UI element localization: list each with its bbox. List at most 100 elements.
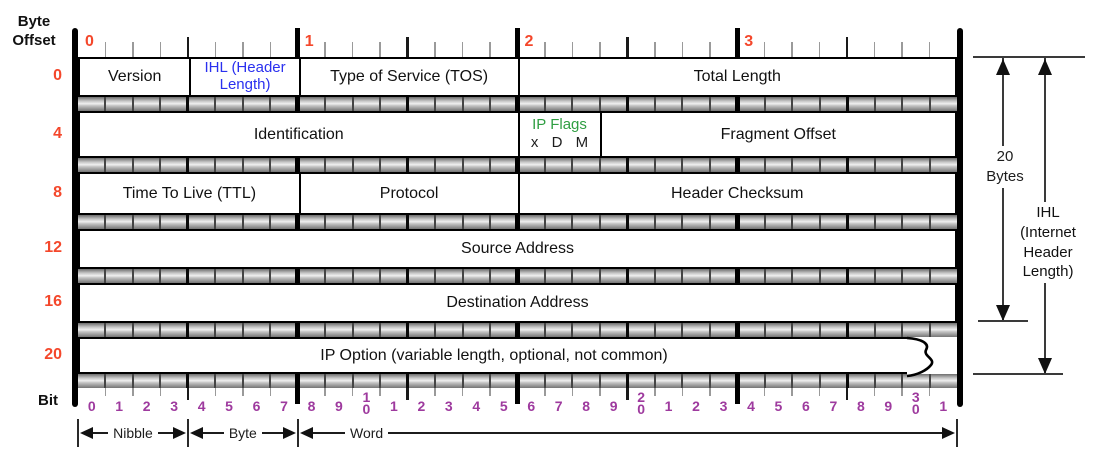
strip-bit-divider bbox=[873, 323, 876, 337]
field-cell: Fragment Offset bbox=[599, 113, 955, 156]
strip-bit-divider bbox=[241, 374, 244, 388]
strip-bit-divider bbox=[214, 269, 217, 283]
field-cell: Header Checksum bbox=[517, 174, 956, 213]
scale-line bbox=[312, 432, 345, 434]
strip-bit-divider bbox=[186, 374, 190, 388]
strip-bit-divider bbox=[295, 323, 301, 337]
top-ruler-bit-tick bbox=[928, 42, 931, 57]
bit-number-digit: 2 bbox=[637, 389, 645, 405]
strip-bit-divider bbox=[295, 97, 301, 111]
strip-bit-divider bbox=[351, 269, 354, 283]
strip-bit-divider bbox=[543, 158, 546, 172]
torn-edge-icon bbox=[906, 336, 934, 378]
strip-bit-divider bbox=[104, 215, 107, 229]
strip-bit-divider bbox=[214, 158, 217, 172]
top-ruler-bit-tick bbox=[763, 42, 766, 57]
bottom-ruler-bit-tick bbox=[928, 388, 931, 396]
strip-bit-divider bbox=[571, 323, 574, 337]
strip-bit-divider bbox=[324, 215, 327, 229]
strip-bit-divider bbox=[818, 215, 821, 229]
strip-bit-divider bbox=[186, 269, 190, 283]
top-ruler-bit-tick bbox=[791, 42, 793, 57]
strip-bit-divider bbox=[845, 97, 849, 111]
bottom-ruler-bit-tick bbox=[324, 388, 326, 396]
strip-bit-divider bbox=[461, 215, 464, 229]
strip-bit-divider bbox=[241, 215, 244, 229]
strip-bit-divider bbox=[379, 374, 382, 388]
scale-delimiter bbox=[296, 419, 299, 447]
top-ruler-byte-tick bbox=[734, 28, 740, 57]
field-label: Destination Address bbox=[446, 294, 589, 312]
top-ruler-bit-tick bbox=[489, 42, 491, 57]
strip-bit-divider bbox=[653, 374, 656, 388]
strip-bit-divider bbox=[818, 97, 821, 111]
top-ruler-nibble-tick bbox=[626, 37, 629, 57]
strip-bit-divider bbox=[791, 323, 794, 337]
strip-bit-divider bbox=[571, 215, 574, 229]
field-cell: Identification bbox=[80, 113, 518, 156]
field-label: Header Checksum bbox=[671, 184, 804, 202]
strip-bit-divider bbox=[901, 158, 904, 172]
strip-bit-divider bbox=[295, 374, 301, 388]
strip-bit-divider bbox=[901, 374, 904, 388]
bottom-ruler-bit-tick bbox=[489, 388, 491, 396]
strip-bit-divider bbox=[489, 269, 492, 283]
bit-separator-strip bbox=[78, 323, 957, 337]
ihl-end-line bbox=[973, 373, 1063, 375]
bottom-ruler-bit-tick bbox=[461, 388, 464, 396]
strip-bit-divider bbox=[269, 323, 272, 337]
strip-bit-divider bbox=[845, 215, 849, 229]
strip-bit-divider bbox=[734, 374, 740, 388]
bottom-ruler-bit-tick bbox=[544, 388, 546, 396]
bit-number: 3 bbox=[444, 398, 453, 414]
dimension-top-line bbox=[973, 56, 1085, 58]
scale-line bbox=[261, 432, 283, 434]
arrowhead-up-icon bbox=[1038, 59, 1052, 75]
strip-bit-divider bbox=[324, 97, 327, 111]
strip-bit-divider bbox=[653, 158, 656, 172]
table-row: IP Option (variable length, optional, no… bbox=[78, 337, 908, 374]
strip-bit-divider bbox=[434, 158, 437, 172]
strip-bit-divider bbox=[186, 158, 190, 172]
strip-bit-divider bbox=[461, 374, 464, 388]
strip-bit-divider bbox=[159, 374, 162, 388]
scale-segment: Nibble bbox=[80, 425, 186, 441]
strip-bit-divider bbox=[708, 374, 711, 388]
strip-bit-divider bbox=[159, 215, 162, 229]
scale-label: Byte bbox=[228, 425, 257, 441]
field-cell: Version bbox=[80, 59, 189, 95]
top-ruler-bit-tick bbox=[461, 42, 464, 57]
byte-offset-number: 16 bbox=[44, 293, 62, 310]
strip-bit-divider bbox=[543, 97, 546, 111]
bit-number-digit: 0 bbox=[362, 401, 371, 417]
strip-bit-divider bbox=[104, 374, 107, 388]
strip-bit-divider bbox=[461, 97, 464, 111]
strip-bit-divider bbox=[625, 97, 629, 111]
bit-number-digit: 0 bbox=[911, 401, 920, 417]
arrowhead-left-icon bbox=[80, 427, 93, 439]
strip-bit-divider bbox=[571, 158, 574, 172]
bit-number: 9 bbox=[609, 398, 618, 414]
bottom-ruler-bit-tick bbox=[571, 388, 574, 396]
scale-label: Word bbox=[349, 425, 384, 441]
strip-bit-divider bbox=[104, 323, 107, 337]
byte-offset-number: 0 bbox=[53, 67, 62, 84]
bottom-ruler-bit-tick bbox=[681, 388, 684, 396]
strip-bit-divider bbox=[625, 323, 629, 337]
strip-bit-divider bbox=[625, 269, 629, 283]
strip-bit-divider bbox=[791, 269, 794, 283]
bit-number: 2 bbox=[142, 398, 151, 414]
table-row: Version IHL (Header Length) Type of Servic… bbox=[78, 57, 957, 97]
strip-bit-divider bbox=[269, 215, 272, 229]
strip-bit-divider bbox=[734, 158, 740, 172]
strip-bit-divider bbox=[901, 215, 904, 229]
top-ruler-bit-tick bbox=[654, 42, 656, 57]
bit-number: 9 bbox=[335, 398, 343, 414]
strip-bit-divider bbox=[351, 97, 354, 111]
strip-bit-divider bbox=[131, 269, 134, 283]
strip-bit-divider bbox=[598, 269, 601, 283]
